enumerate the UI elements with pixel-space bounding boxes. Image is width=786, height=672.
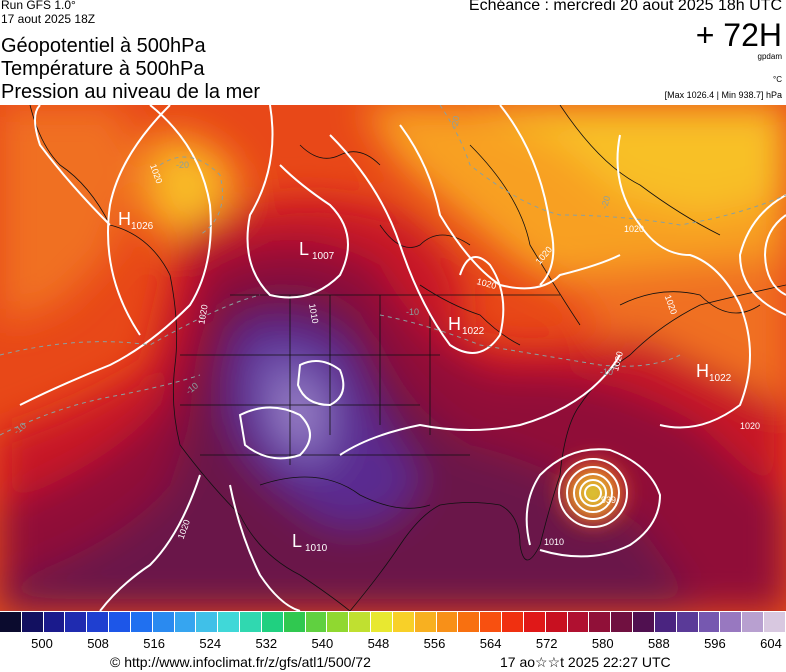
temperature-isotherms bbox=[0, 105, 786, 436]
footer-url: © http://www.infoclimat.fr/z/gfs/atl1/50… bbox=[110, 654, 371, 670]
colorbar-tick-label: 516 bbox=[143, 636, 165, 651]
low-center-2-value: 1010 bbox=[305, 543, 328, 554]
colorbar-tick-label: 588 bbox=[647, 636, 670, 651]
title-temperature: Température à 500hPa bbox=[1, 58, 205, 80]
colorbar-swatch bbox=[371, 612, 393, 632]
low-center-1-value: 1007 bbox=[312, 251, 335, 262]
colorbar-tick-label: 604 bbox=[760, 636, 782, 651]
colorbar-swatch bbox=[742, 612, 764, 632]
colorbar-swatch bbox=[414, 612, 437, 632]
coastlines-and-borders bbox=[29, 105, 786, 611]
colorbar-swatch bbox=[676, 612, 699, 632]
isotherm-label: -10 bbox=[600, 367, 613, 377]
colorbar-swatch bbox=[349, 612, 372, 632]
high-center-3-letter: H bbox=[696, 361, 709, 381]
high-center-1-letter: H bbox=[118, 209, 131, 229]
colorbar-swatch bbox=[305, 612, 328, 632]
colorbar-swatch bbox=[480, 612, 503, 632]
colorbar-swatch bbox=[502, 612, 524, 632]
colorbar-swatch bbox=[65, 612, 88, 632]
colorbar-tick-label: 500 bbox=[31, 636, 53, 651]
colorbar-tick-label: 548 bbox=[367, 636, 390, 651]
colorbar-ticks: 500 508 516 524 532 540 548 556 564 572 580 588 596 6… bbox=[0, 636, 786, 652]
isotherm-label: -20 bbox=[599, 195, 612, 210]
colorbar-swatch bbox=[109, 612, 131, 632]
temperature-unit: °C bbox=[773, 75, 782, 84]
colorbar-tick-label: 524 bbox=[199, 636, 222, 651]
colorbar-swatch bbox=[458, 612, 481, 632]
colorbar-swatch bbox=[240, 612, 262, 632]
title-pressure: Pression au niveau de la mer bbox=[1, 81, 261, 103]
colorbar-swatch bbox=[196, 612, 219, 632]
cyclone-center-label: 939 bbox=[601, 495, 616, 505]
colorbar-swatch bbox=[130, 612, 153, 632]
colorbar-swatch bbox=[43, 612, 66, 632]
low-center-1-letter: L bbox=[299, 239, 309, 259]
colorbar-swatch bbox=[152, 612, 175, 632]
high-center-2-letter: H bbox=[448, 314, 461, 334]
colorbar-swatch bbox=[523, 612, 546, 632]
colorbar-swatch bbox=[87, 612, 110, 632]
isobars bbox=[19, 105, 786, 611]
colorbar-tick-label: 572 bbox=[535, 636, 558, 651]
colorbar-swatch bbox=[698, 612, 721, 632]
title-geopotential: Géopotentiel à 500hPa bbox=[1, 35, 206, 57]
colorbar-swatch bbox=[654, 612, 677, 632]
colorbar-tick-label: 508 bbox=[87, 636, 109, 651]
colorbar-swatch bbox=[261, 612, 284, 632]
colorbar-tick-label: 564 bbox=[479, 636, 502, 651]
colorbar-tick-label: 580 bbox=[591, 636, 614, 651]
isotherm-label: -20 bbox=[449, 115, 461, 130]
colorbar-swatch bbox=[436, 612, 459, 632]
high-center-3-value: 1022 bbox=[709, 373, 732, 384]
colorbar bbox=[0, 612, 786, 632]
colorbar-swatch bbox=[763, 612, 786, 632]
colorbar-swatch bbox=[567, 612, 590, 632]
colorbar-tick-label: 556 bbox=[423, 636, 446, 651]
footer-timestamp: 17 ao☆☆t 2025 22:27 UTC bbox=[500, 654, 671, 670]
forecast-lead-time: + 72H bbox=[695, 17, 782, 53]
colorbar-swatch bbox=[283, 612, 306, 632]
run-date-label: 17 aout 2025 18Z bbox=[1, 12, 96, 26]
high-center-2-value: 1022 bbox=[462, 326, 485, 337]
isobar-label: 1010 bbox=[307, 303, 320, 324]
colorbar-swatch bbox=[0, 612, 22, 632]
colorbar-swatch bbox=[545, 612, 568, 632]
colorbar-swatch bbox=[611, 612, 634, 632]
isobar-label: 1010 bbox=[544, 537, 564, 547]
isobar-label: 1020 bbox=[740, 421, 760, 431]
isotherm-label: -10 bbox=[406, 307, 419, 317]
colorbar-tick-label: 540 bbox=[311, 636, 334, 651]
colorbar-swatch bbox=[633, 612, 655, 632]
isobar-label: 1020 bbox=[196, 304, 209, 325]
colorbar-tick-label: 596 bbox=[704, 636, 726, 651]
colorbar-swatch bbox=[174, 612, 197, 632]
run-model-label: Run GFS 1.0° bbox=[1, 0, 76, 12]
colorbar-swatch bbox=[589, 612, 612, 632]
geopotential-unit: gpdam bbox=[757, 52, 782, 61]
colorbar-swatch bbox=[392, 612, 415, 632]
colorbar-tick-label: 532 bbox=[255, 636, 278, 651]
cyclone-isobars bbox=[558, 458, 628, 528]
pressure-max-min: [Max 1026.4 | Min 938.7] hPa bbox=[664, 90, 782, 100]
low-center-2-letter: L bbox=[292, 531, 302, 551]
high-center-1-value: 1026 bbox=[131, 221, 154, 232]
colorbar-swatch bbox=[327, 612, 350, 632]
weather-map[interactable]: H 1026 L 1007 H 1022 H 1022 L 1010 1020 … bbox=[0, 105, 786, 611]
forecast-valid-time: Echéance : mercredi 20 aout 2025 18h UTC bbox=[468, 0, 782, 14]
isotherm-label: -20 bbox=[176, 160, 189, 170]
pressure-center-labels: H 1026 L 1007 H 1022 H 1022 L 1010 bbox=[118, 209, 732, 554]
colorbar-swatch bbox=[218, 612, 241, 632]
isobar-label: 1020 bbox=[624, 224, 644, 234]
colorbar-swatch bbox=[21, 612, 44, 632]
colorbar-swatch bbox=[720, 612, 743, 632]
